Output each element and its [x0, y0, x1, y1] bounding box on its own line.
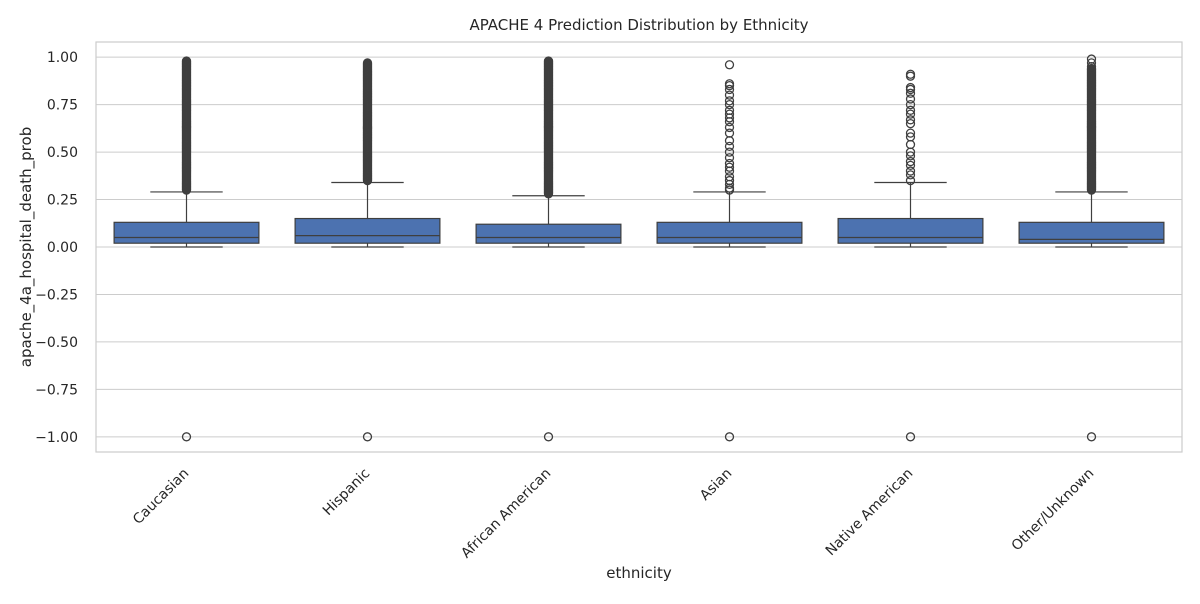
outlier-point	[905, 109, 916, 119]
outlier-point	[905, 156, 916, 167]
outlier-point	[724, 147, 735, 157]
box	[837, 217, 984, 244]
x-tick-label: Asian	[697, 466, 735, 504]
box	[475, 223, 622, 244]
y-tick-label: 0.75	[47, 98, 78, 114]
y-tick-label: −0.50	[35, 335, 78, 351]
outlier-point	[724, 158, 735, 169]
outlier-point	[905, 118, 916, 129]
outliers	[181, 54, 1097, 442]
outlier-point	[362, 432, 373, 442]
outlier-point	[724, 175, 735, 186]
outlier-point	[724, 162, 735, 172]
outlier-point	[905, 170, 916, 180]
outlier-point	[181, 432, 192, 442]
outlier-point	[724, 60, 735, 70]
y-tick-label: 0.25	[47, 193, 78, 209]
outlier-point	[724, 122, 735, 133]
boxes	[113, 181, 1165, 248]
outlier-point	[724, 96, 735, 106]
outlier-point	[905, 105, 916, 115]
outlier-point	[724, 90, 735, 100]
chart-title: APACHE 4 Prediction Distribution by Ethn…	[469, 16, 808, 34]
outlier-point	[724, 105, 735, 115]
outlier-point	[543, 432, 554, 442]
outlier-point	[724, 99, 735, 110]
outlier-point	[905, 139, 916, 150]
outlier-point	[905, 115, 916, 125]
outlier-point	[905, 160, 916, 171]
y-tick-labels: 1.00 0.75 0.50 0.25 0.00 −0.25 −0.50 −0.75 −1.00	[35, 50, 78, 446]
outlier-point	[905, 132, 916, 142]
outlier-point	[1086, 58, 1097, 68]
outlier-point	[905, 151, 916, 161]
y-axis-label: apache_4a_hospital_death_prob	[17, 127, 36, 367]
x-tick-labels: Caucasian Hispanic African American Asian Na…	[130, 466, 1097, 562]
outlier-point	[724, 432, 735, 442]
outlier-point	[905, 99, 916, 110]
outlier-point	[724, 153, 735, 163]
box	[1018, 221, 1165, 244]
outlier-point	[543, 56, 554, 66]
outlier-point	[905, 166, 916, 176]
box	[113, 221, 260, 244]
outlier-point	[905, 175, 916, 186]
box	[294, 217, 441, 244]
x-axis-label: ethnicity	[606, 564, 672, 582]
outlier-point	[905, 82, 916, 93]
outlier-point	[905, 94, 916, 104]
y-tick-label: 0.00	[47, 240, 78, 256]
x-tick-label: Native American	[823, 466, 917, 560]
outlier-point	[905, 88, 916, 98]
grid-lines	[96, 56, 1182, 438]
outlier-point	[724, 141, 735, 152]
y-tick-label: 0.50	[47, 145, 78, 161]
outlier-point	[724, 128, 735, 138]
outlier-point	[724, 109, 735, 119]
outlier-point	[181, 56, 192, 66]
x-tick-label: Hispanic	[320, 466, 373, 519]
outlier-point	[1086, 432, 1097, 442]
outlier-point	[905, 69, 916, 79]
x-tick-label: African American	[458, 466, 554, 562]
outlier-point	[724, 84, 735, 95]
y-tick-label: −1.00	[35, 430, 78, 446]
box	[656, 221, 803, 244]
y-tick-label: −0.75	[35, 382, 78, 398]
outlier-point	[362, 58, 373, 68]
outlier-point	[905, 128, 916, 138]
y-tick-label: 1.00	[47, 50, 78, 66]
outlier-point	[905, 432, 916, 442]
outlier-point	[724, 172, 735, 182]
outlier-point	[1086, 54, 1097, 64]
x-tick-label: Caucasian	[130, 466, 192, 528]
y-tick-label: −0.25	[35, 287, 78, 303]
plot-frame	[95, 41, 1183, 453]
x-tick-label: Other/Unknown	[1009, 466, 1098, 555]
outlier-point	[724, 79, 735, 89]
outlier-point	[724, 136, 735, 146]
